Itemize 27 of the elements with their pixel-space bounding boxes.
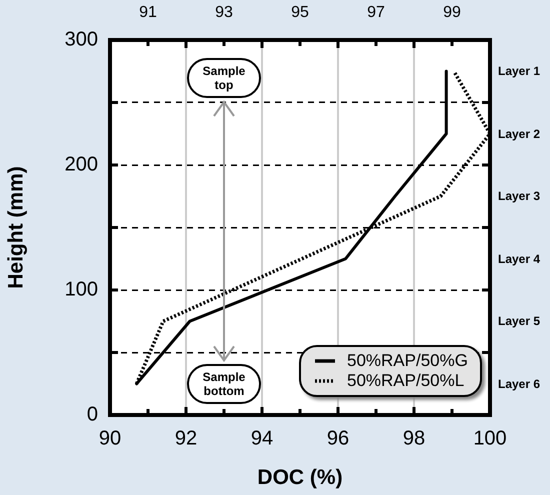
x2-tick-label: 95	[291, 4, 309, 21]
legend-label: 50%RAP/50%L	[347, 371, 464, 391]
y-tick-label: 0	[86, 404, 98, 426]
x-tick-label: 100	[473, 428, 507, 450]
annotation: Sample bottom	[187, 364, 261, 404]
y-tick-label: 200	[64, 154, 98, 176]
x2-tick-label: 91	[139, 4, 157, 21]
y-tick-label: 300	[64, 28, 98, 51]
text: Layer 4	[498, 252, 540, 266]
legend-label: 50%RAP/50%G	[347, 351, 468, 371]
x-axis-title: DOC (%)	[257, 466, 343, 490]
x-tick-label: 90	[98, 428, 122, 450]
text: Layer 5	[498, 314, 540, 328]
text: Layer 2	[498, 126, 540, 141]
x-tick-label: 94	[250, 428, 274, 450]
x2-tick-label: 99	[443, 4, 461, 21]
x-tick-label: 96	[326, 428, 350, 450]
annotation: Sample top	[187, 58, 261, 98]
y-axis-title: Height (mm)	[4, 166, 28, 289]
x-tick-label: 92	[174, 428, 198, 450]
text: Layer 6	[498, 376, 540, 391]
x-tick-label: 98	[402, 428, 426, 450]
x2-tick-label: 97	[367, 4, 385, 21]
y-tick-label: 100	[64, 278, 98, 301]
text: Layer 1	[498, 64, 540, 78]
x2-tick-label: 93	[215, 4, 233, 21]
text: Layer 3	[498, 189, 540, 204]
